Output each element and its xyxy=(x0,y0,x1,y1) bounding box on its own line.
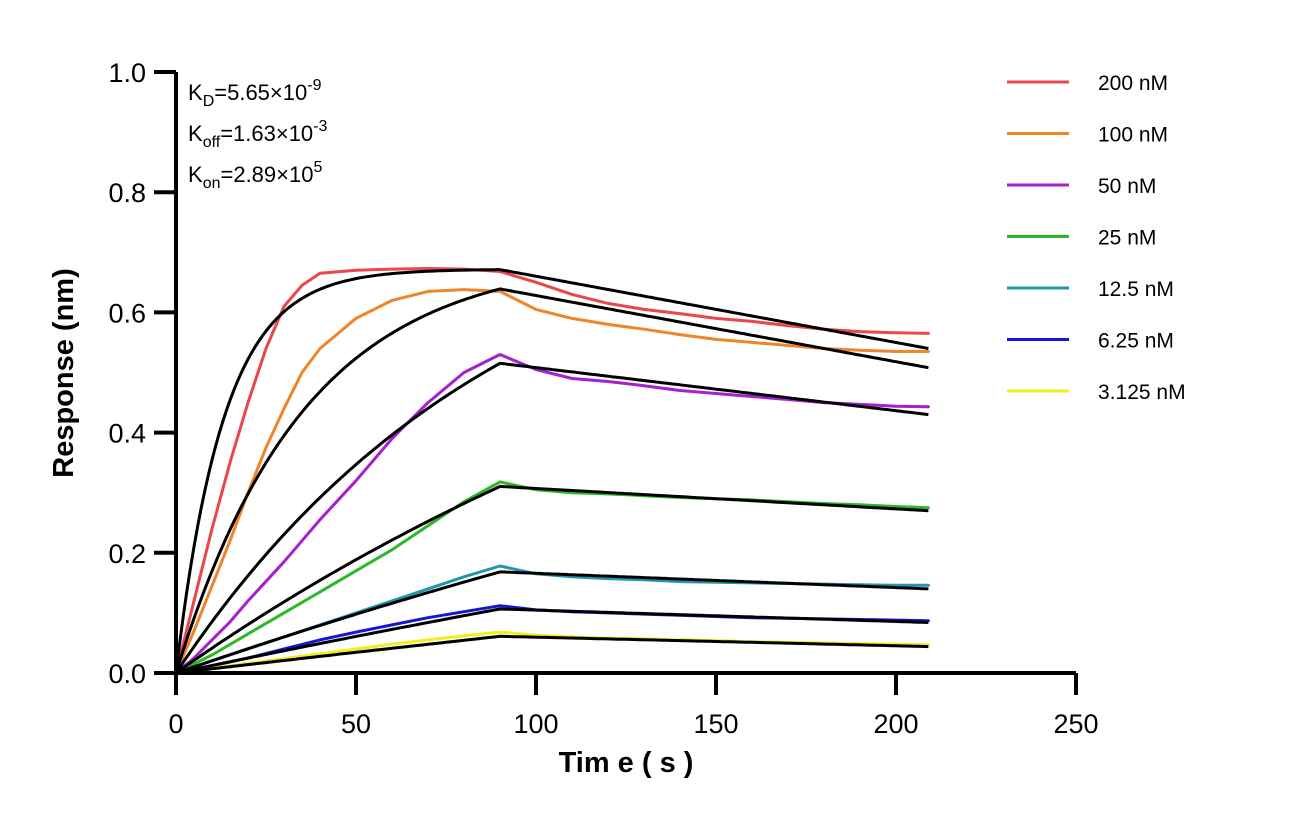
legend-label: 6.25 nM xyxy=(1098,330,1174,353)
fit-curve-6-25-nM xyxy=(175,607,929,675)
fit-curve-200-nM xyxy=(174,268,929,674)
fit-curve-50-nM xyxy=(174,361,929,674)
legend-label: 100 nM xyxy=(1098,124,1168,147)
y-tick-label: 0.6 xyxy=(108,298,146,328)
y-tick-label: 0.4 xyxy=(108,419,146,449)
y-tick-label: 0.2 xyxy=(108,539,146,569)
data-series-100-nM xyxy=(174,288,930,675)
fit-curves-overlay xyxy=(174,268,929,675)
kinetic-kd: KD=5.65×10-9 xyxy=(188,77,322,110)
x-tick-label: 250 xyxy=(1053,709,1098,739)
legend-label: 12.5 nM xyxy=(1098,278,1174,301)
fit-curve-25-nM xyxy=(175,484,929,675)
legend: 200 nM 100 nM 50 nM 25 nM 12.5 nM 6.25 nM 3.12… xyxy=(1007,72,1186,404)
axes xyxy=(174,72,1076,675)
kinetic-koff: Koff=1.63×10-3 xyxy=(188,118,328,151)
x-axis-title: Tim e ( s ) xyxy=(559,747,694,779)
legend-label: 200 nM xyxy=(1098,72,1168,95)
legend-label: 50 nM xyxy=(1098,175,1156,198)
fit-curve-3-125-nM xyxy=(175,634,929,675)
x-tick-label: 200 xyxy=(873,709,918,739)
x-tick-label: 50 xyxy=(341,709,371,739)
y-tick-label: 0.0 xyxy=(108,659,146,689)
y-tick-label: 1.0 xyxy=(108,58,146,88)
fit-curve-100-nM xyxy=(174,287,929,674)
axis-ticks: 0.0 0.2 0.4 0.6 0.8 1.0 0 50 100 150 200 250 xyxy=(108,58,1098,739)
data-series-50-nM xyxy=(174,353,930,675)
kinetic-constants: KD=5.65×10-9 Koff=1.63×10-3 Kon=2.89×105 xyxy=(188,77,328,192)
kinetic-kon: Kon=2.89×105 xyxy=(188,159,322,192)
legend-label: 3.125 nM xyxy=(1098,381,1186,404)
x-tick-label: 100 xyxy=(513,709,558,739)
data-series-6-25-nM xyxy=(174,604,930,675)
fit-curve-12-5-nM xyxy=(175,570,929,675)
legend-label: 25 nM xyxy=(1098,227,1156,250)
x-tick-label: 0 xyxy=(168,709,183,739)
y-tick-label: 0.8 xyxy=(108,178,146,208)
y-axis-title: Response (nm) xyxy=(48,268,80,477)
x-tick-label: 150 xyxy=(693,709,738,739)
